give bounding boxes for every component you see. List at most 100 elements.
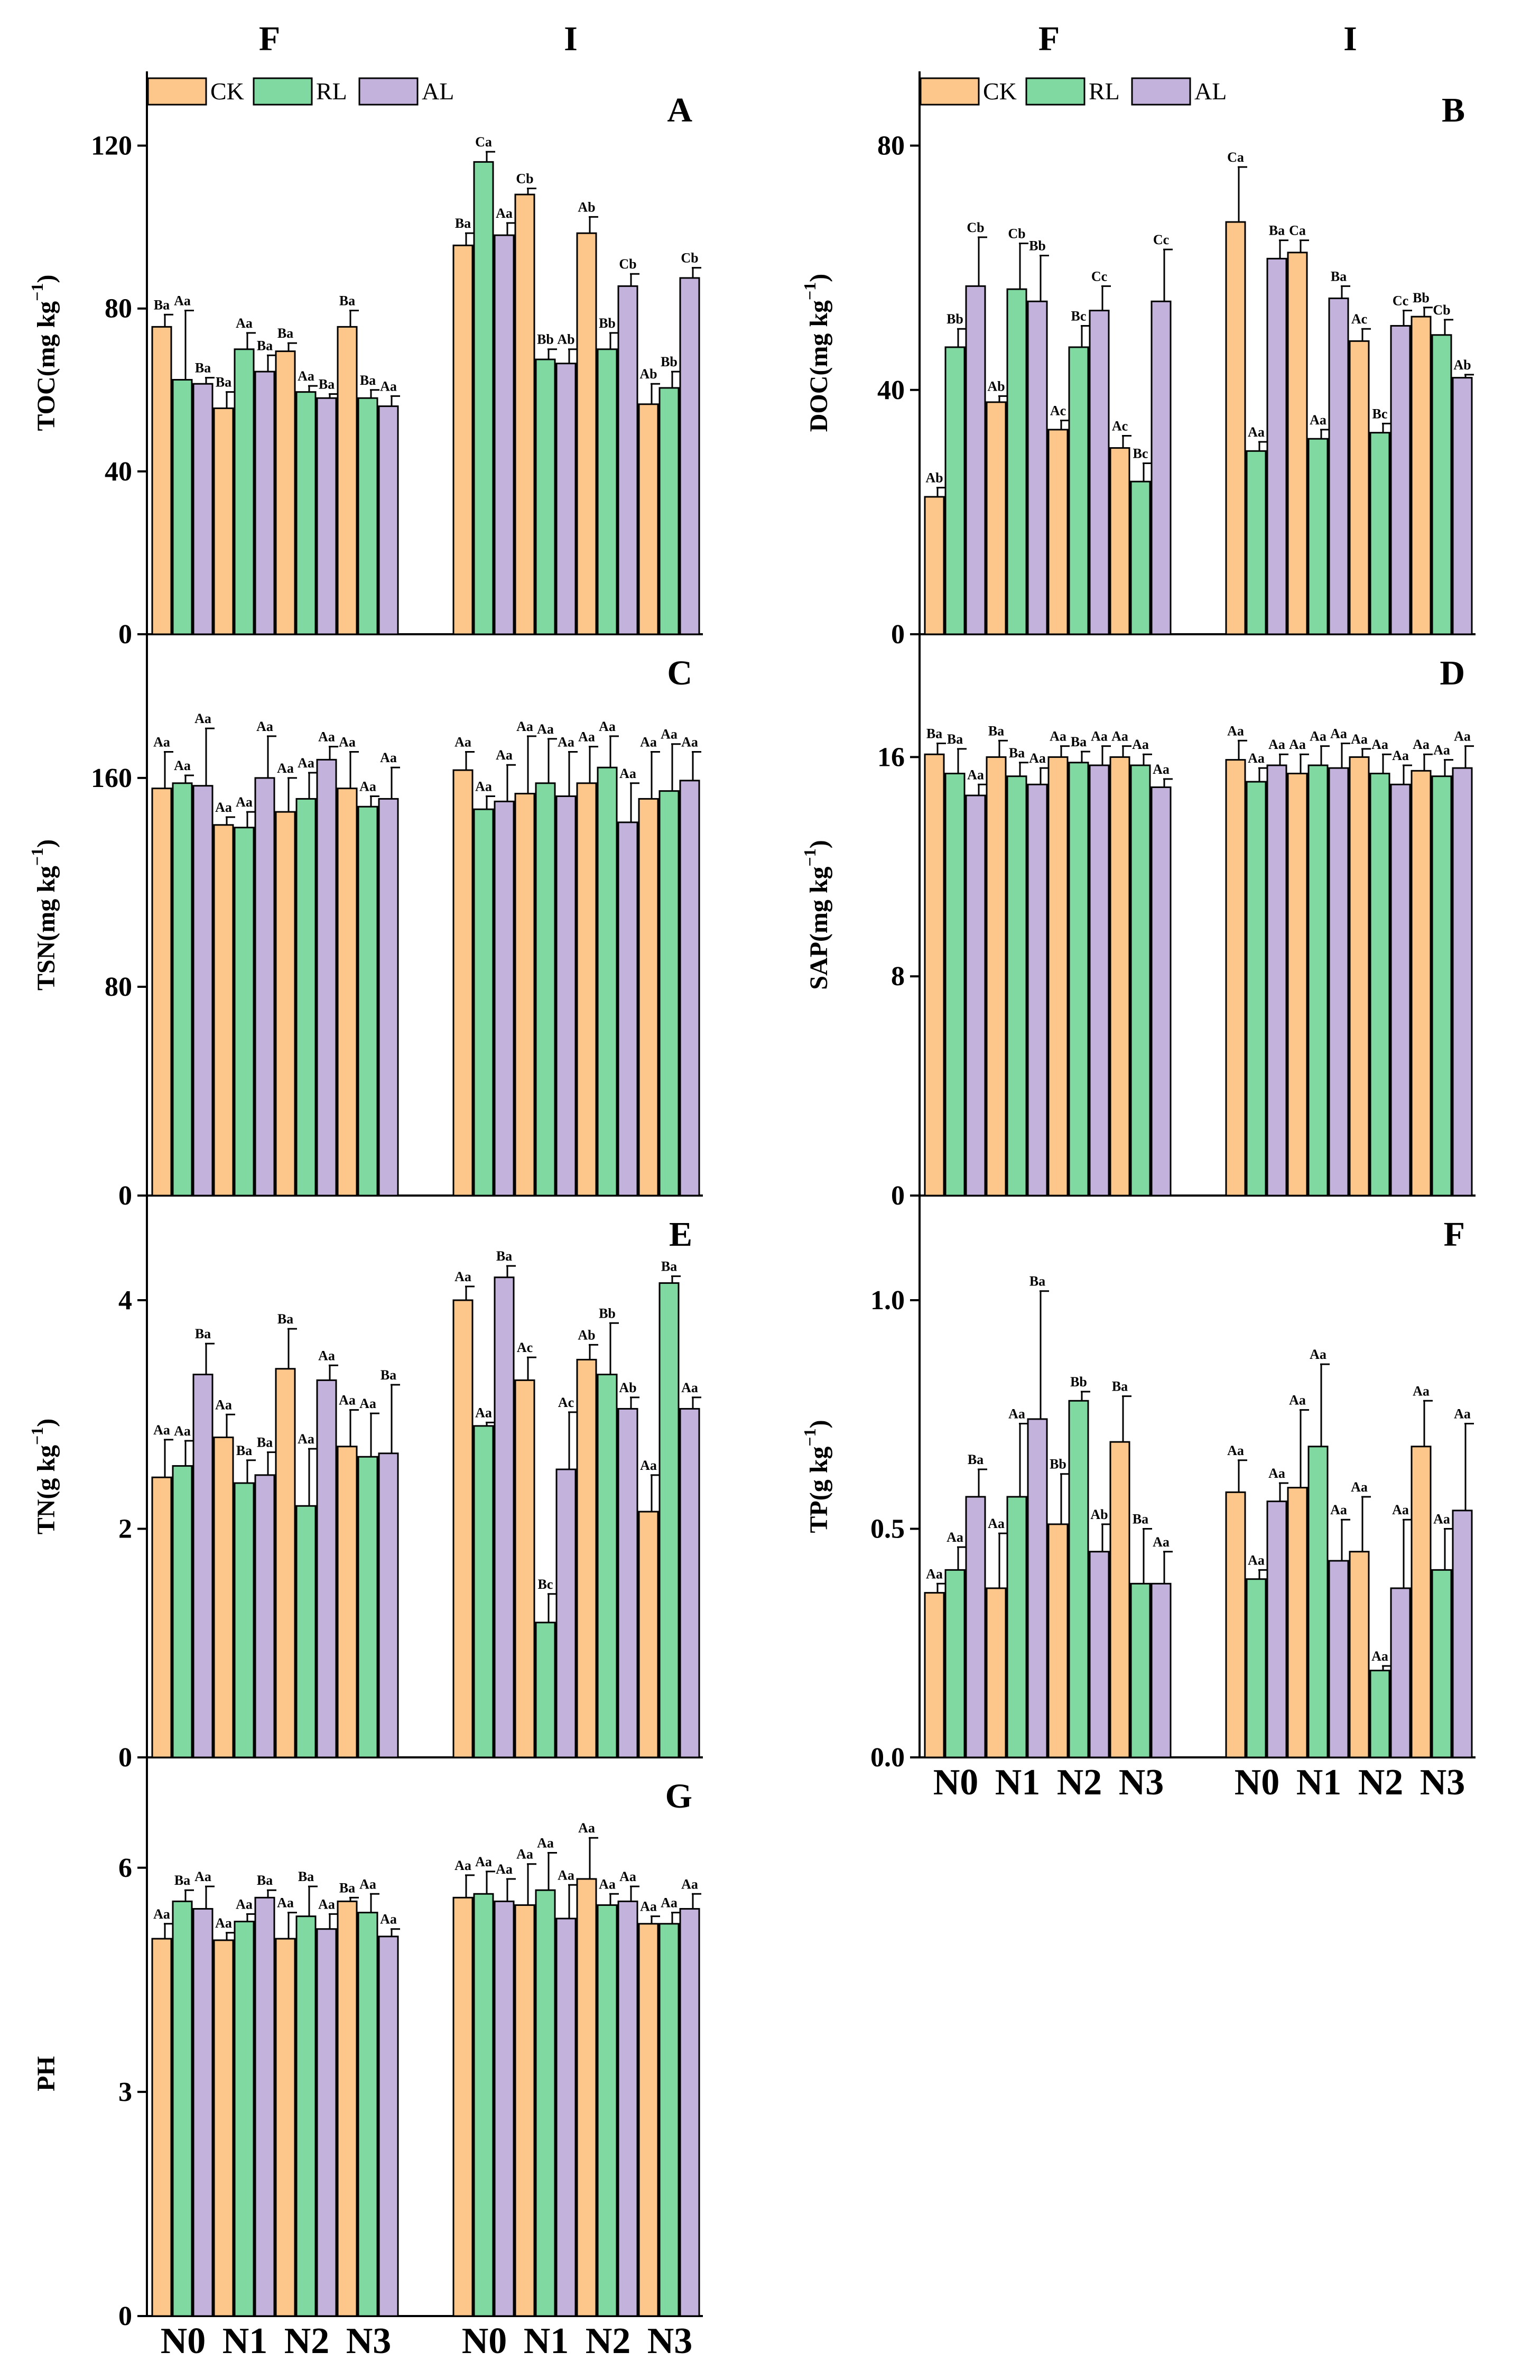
- significance-label: Aa: [1289, 1393, 1306, 1408]
- significance-label: Ba: [216, 375, 231, 390]
- significance-label: Bb: [537, 332, 554, 347]
- x-tick-label-n2: N2: [284, 2321, 330, 2362]
- y-tick-label: 0: [118, 1181, 132, 1211]
- bar-f-n1-ck: [213, 1437, 234, 1758]
- bar-i-n0-rl: [473, 808, 494, 1197]
- bar-i-n3-rl: [1431, 334, 1452, 635]
- bar-f-n2-ck: [275, 811, 296, 1197]
- bar-f-n1-al: [254, 1896, 275, 2317]
- significance-label: Aa: [1248, 424, 1265, 440]
- bar-i-n0-al: [494, 234, 515, 635]
- bar-f-n3-ck: [337, 326, 358, 635]
- bar-f-n1-ck: [986, 756, 1007, 1197]
- significance-label: Ba: [381, 1367, 396, 1383]
- significance-label: Ba: [339, 1880, 355, 1895]
- significance-label: Aa: [681, 735, 698, 750]
- significance-label: Aa: [236, 316, 253, 331]
- bar-i-n3-al: [679, 1407, 700, 1758]
- y-tick-label: 16: [877, 742, 905, 772]
- bar-f-n2-rl: [1068, 1400, 1089, 1758]
- x-tick-label-n0: N0: [1235, 1762, 1280, 1803]
- significance-label: Ac: [1050, 403, 1066, 419]
- y-axis-label: TP(g kg−1): [800, 1420, 833, 1533]
- significance-label: Aa: [174, 758, 191, 773]
- y-tick-label: 80: [877, 131, 905, 161]
- bar-i-n2-ck: [576, 782, 597, 1197]
- significance-label: Ac: [517, 1340, 533, 1355]
- significance-label: Ba: [277, 1311, 293, 1327]
- significance-label: Ba: [947, 731, 963, 747]
- bar-f-n3-ck: [337, 788, 358, 1197]
- significance-label: Aa: [1227, 1443, 1244, 1458]
- significance-label: Cb: [967, 220, 984, 235]
- significance-label: Aa: [1330, 1502, 1347, 1517]
- significance-label: Ba: [360, 373, 376, 388]
- bar-f-n2-rl: [295, 1505, 317, 1758]
- legend-label-al: AL: [1194, 78, 1227, 105]
- significance-label: Ba: [174, 1873, 190, 1888]
- bar-i-n1-ck: [1287, 252, 1308, 635]
- significance-label: Aa: [1310, 412, 1326, 428]
- y-tick-label: 0: [891, 619, 905, 650]
- bar-f-n3-ck: [1109, 756, 1130, 1197]
- bar-i-n3-al: [679, 277, 700, 635]
- significance-label: Ab: [987, 378, 1005, 394]
- significance-label: Aa: [1351, 1479, 1368, 1495]
- bar-i-n3-ck: [638, 798, 659, 1197]
- y-tick-label: 120: [91, 131, 132, 161]
- bar-i-n3-al: [679, 1908, 700, 2317]
- bar-f-n3-rl: [1130, 764, 1151, 1197]
- significance-label: Ab: [925, 470, 943, 486]
- significance-label: Ac: [1112, 418, 1128, 433]
- significance-label: Ca: [1227, 150, 1244, 165]
- bar-i-n2-al: [1390, 325, 1411, 635]
- bar-i-n3-rl: [658, 387, 680, 635]
- significance-label: Aa: [1050, 729, 1066, 744]
- bar-i-n1-al: [555, 1468, 577, 1758]
- bar-i-n1-al: [1328, 767, 1349, 1197]
- bar-f-n0-rl: [944, 1569, 966, 1758]
- significance-label: Aa: [215, 800, 232, 815]
- legend-swatch-ck: [147, 77, 207, 106]
- group-label-right-i: I: [1343, 20, 1357, 58]
- x-tick-label-n0: N0: [161, 2321, 206, 2362]
- bar-f-n3-al: [1151, 300, 1172, 635]
- bar-f-n3-rl: [357, 805, 378, 1197]
- significance-label: Aa: [318, 1348, 335, 1363]
- bar-f-n1-al: [254, 777, 275, 1197]
- significance-label: Aa: [153, 1422, 170, 1438]
- significance-label: Ca: [475, 134, 492, 150]
- y-axis-label: DOC(mg kg−1): [800, 274, 833, 432]
- legend-label-ck: CK: [983, 78, 1017, 105]
- bar-f-n3-al: [378, 1452, 399, 1758]
- bar-i-n3-rl: [658, 790, 680, 1197]
- significance-label: Aa: [359, 1396, 376, 1411]
- bar-i-n2-al: [1390, 783, 1411, 1197]
- legend-swatch-al: [358, 77, 419, 106]
- panel-label: F: [1444, 1215, 1465, 1254]
- bar-f-n3-ck: [1109, 1441, 1130, 1758]
- panel-label: B: [1442, 91, 1465, 129]
- x-tick-label-n3: N3: [1119, 1762, 1164, 1803]
- significance-label: Aa: [578, 729, 595, 745]
- significance-label: Aa: [1227, 723, 1244, 738]
- bar-f-n3-rl: [357, 397, 378, 635]
- bar-i-n1-rl: [535, 1889, 556, 2317]
- bar-i-n2-rl: [597, 1904, 618, 2317]
- panel-label: D: [1440, 654, 1465, 692]
- bar-f-n1-al: [254, 1474, 275, 1758]
- significance-label: Ba: [319, 376, 335, 392]
- significance-label: Aa: [339, 1393, 356, 1408]
- y-tick-label: 4: [118, 1285, 132, 1316]
- significance-label: Ba: [1112, 1379, 1128, 1394]
- significance-label: Aa: [516, 719, 533, 734]
- bar-i-n2-rl: [1369, 432, 1390, 635]
- bar-f-n1-al: [1027, 783, 1048, 1197]
- bar-i-n1-al: [555, 363, 577, 635]
- bar-f-n0-al: [192, 383, 214, 635]
- bar-i-n3-rl: [1431, 775, 1452, 1197]
